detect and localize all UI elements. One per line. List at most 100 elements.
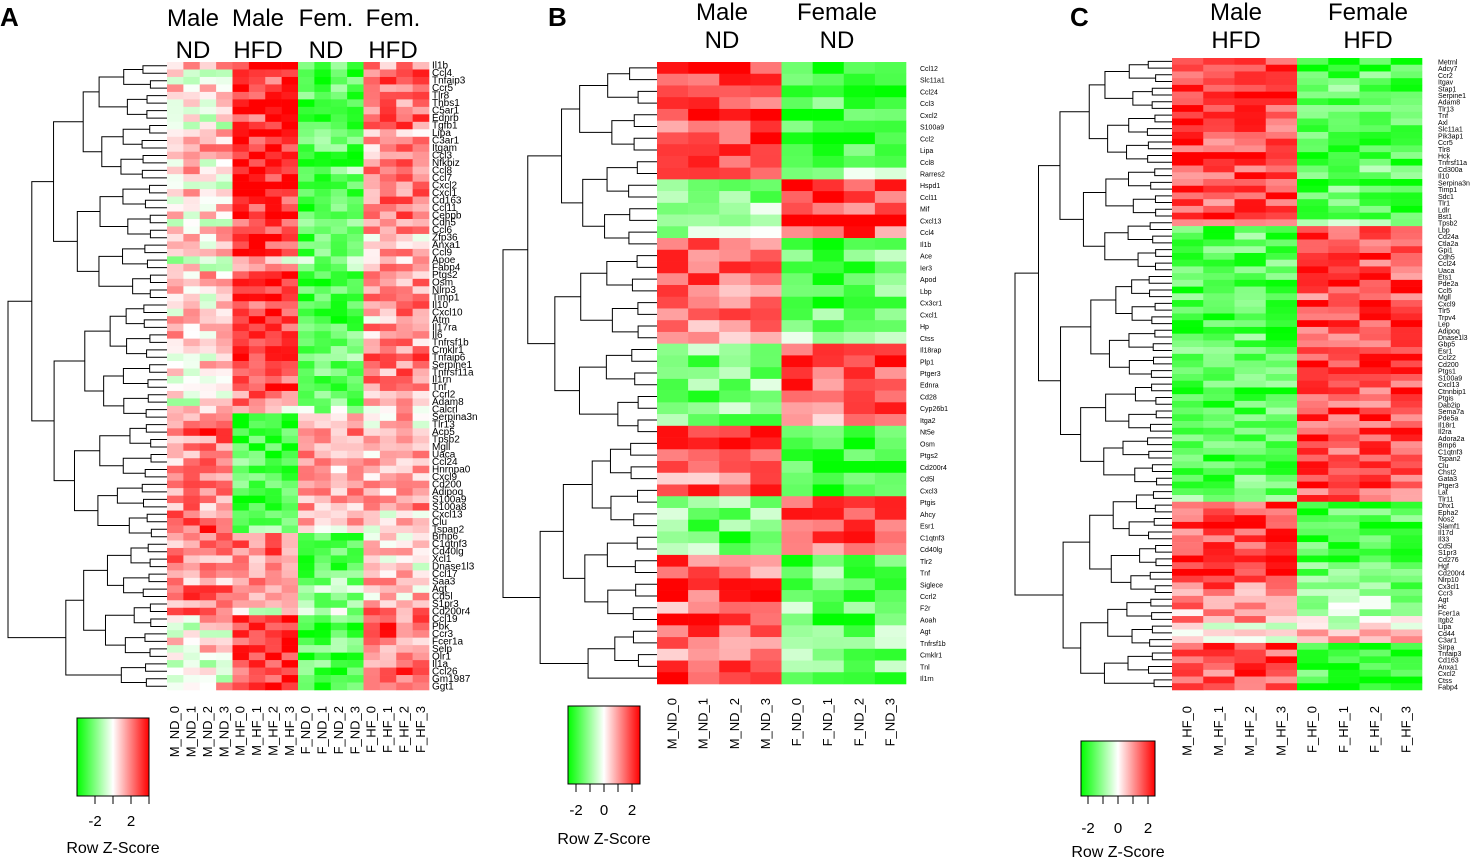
heatmap-cell (1234, 589, 1267, 597)
heatmap-cell (1265, 542, 1298, 550)
heatmap-cell (1359, 663, 1392, 671)
dendrogram-branch (116, 487, 144, 504)
dendrogram-branch (104, 614, 135, 646)
heatmap-cell (1265, 179, 1298, 187)
heatmap-cell (347, 263, 364, 272)
heatmap-cell (363, 293, 381, 302)
gene-label: Il1b (920, 242, 931, 249)
heatmap-cell (216, 219, 233, 227)
heatmap-cell (1203, 575, 1235, 583)
heatmap-cell (330, 121, 348, 130)
heatmap-cell (1234, 131, 1267, 139)
heatmap-cell (314, 615, 332, 624)
heatmap-cell (216, 211, 233, 220)
heatmap-cell (1359, 192, 1392, 200)
heatmap-cell (314, 219, 332, 227)
heatmap-cell (183, 405, 201, 414)
heatmap-cell (167, 189, 184, 197)
heatmap-cell (232, 121, 250, 130)
heatmap-cell (1265, 501, 1298, 509)
heatmap-cell (232, 159, 250, 167)
heatmap-cell (1359, 91, 1392, 99)
heatmap-cell (1203, 105, 1235, 113)
heatmap-cell (688, 531, 720, 544)
dendrogram-branch (1147, 154, 1172, 163)
dendrogram-branch (1103, 662, 1155, 684)
heatmap-cell (1390, 683, 1423, 691)
heatmap-cell (265, 398, 282, 407)
heatmap-cell (183, 555, 201, 564)
heatmap-cell (812, 97, 845, 110)
heatmap-cell (216, 675, 233, 683)
heatmap-cell (281, 630, 299, 638)
heatmap-cell (412, 136, 430, 145)
heatmap-cell (812, 85, 845, 98)
heatmap-cell (1328, 427, 1360, 435)
heatmap-cell (781, 261, 813, 274)
heatmap-cell (750, 484, 782, 497)
gene-label: Ptgis (1438, 396, 1454, 403)
gene-label: Lipa (920, 148, 933, 155)
heatmap-cell (781, 202, 813, 215)
heatmap-cell (1390, 387, 1423, 395)
heatmap-cell (1328, 199, 1360, 207)
heatmap-cell (1265, 145, 1298, 153)
heatmap-cell (232, 405, 250, 414)
panel-a-header-0-line2: ND (176, 37, 211, 64)
heatmap-cell (330, 405, 348, 414)
heatmap-cell (781, 214, 813, 227)
gene-label: Lipa (1438, 624, 1451, 631)
heatmap-cell (1265, 488, 1298, 496)
heatmap-cell (1390, 589, 1423, 597)
heatmap-cell (1359, 179, 1392, 187)
dendrogram-branch (147, 379, 167, 388)
heatmap-cell (1172, 515, 1204, 523)
heatmap-cell (330, 585, 348, 594)
heatmap-cell (379, 533, 397, 541)
heatmap-cell (1234, 98, 1267, 106)
heatmap-cell (1203, 64, 1235, 72)
heatmap-cell (812, 531, 845, 544)
heatmap-cell (1328, 306, 1360, 314)
heatmap-cell (1172, 421, 1204, 429)
heatmap-cell (1297, 105, 1329, 113)
gene-label: Ednrb (432, 113, 459, 124)
heatmap-cell (781, 625, 813, 638)
heatmap-cell (314, 405, 332, 414)
heatmap-cell (281, 91, 299, 100)
dendrogram-branch (611, 307, 639, 333)
heatmap-cell (1359, 165, 1392, 173)
heatmap-cell (183, 383, 201, 392)
heatmap-cell (363, 675, 381, 683)
dendrogram-branch (1127, 225, 1153, 241)
heatmap-cell (412, 376, 430, 384)
heatmap-cell (396, 376, 413, 384)
heatmap-cell (657, 202, 689, 215)
heatmap-cell (1297, 300, 1329, 308)
dendrogram-branch (1128, 521, 1155, 536)
heatmap-cell (1265, 595, 1298, 603)
heatmap-cell (183, 323, 201, 332)
heatmap-cell (412, 233, 430, 242)
heatmap-cell (216, 308, 233, 317)
dendrogram-branch (1151, 316, 1172, 325)
heatmap-cell (232, 413, 250, 422)
heatmap-cell (1203, 172, 1235, 180)
heatmap-cell (199, 361, 217, 369)
dendrogram-branch (1139, 548, 1156, 563)
heatmap-cell (1172, 266, 1204, 274)
heatmap-cell (874, 378, 907, 391)
heatmap-cell (216, 488, 233, 496)
heatmap-cell (330, 600, 348, 609)
heatmap-cell (379, 106, 397, 115)
gene-label: Epha2 (1438, 510, 1458, 517)
heatmap-cell (379, 682, 397, 691)
heatmap-cell (688, 62, 720, 75)
gene-label: F2r (920, 606, 931, 613)
heatmap-cell (812, 320, 845, 333)
heatmap-cell (1390, 441, 1423, 449)
heatmap-cell (248, 263, 266, 272)
heatmap-cell (167, 204, 184, 212)
dendrogram-branch (1147, 437, 1172, 446)
gene-label: Cxcl1 (432, 188, 457, 199)
